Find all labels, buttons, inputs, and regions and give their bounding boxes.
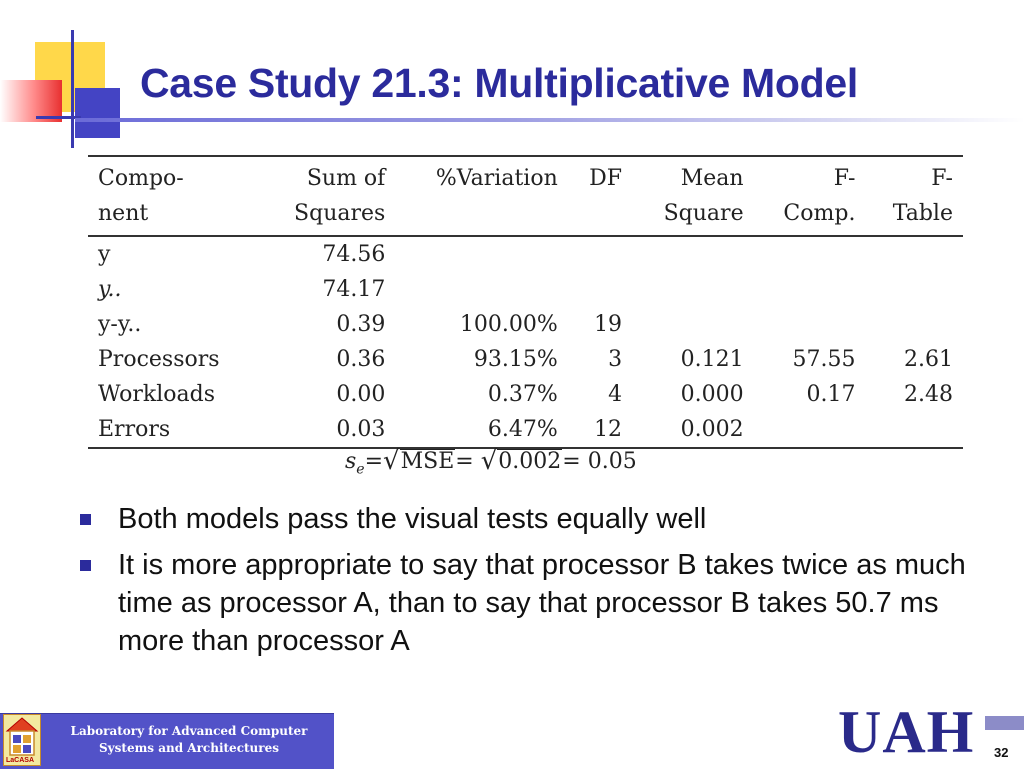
cell-variation xyxy=(395,236,567,272)
table-row: Workloads 0.00 0.37% 4 0.000 0.17 2.48 xyxy=(88,377,963,412)
standard-error-formula: se=√MSE= √0.002= 0.05 xyxy=(345,446,637,477)
cell-sum-of-squares: 0.39 xyxy=(336,312,386,337)
table-row: Processors 0.36 93.15% 3 0.121 57.55 2.6… xyxy=(88,342,963,377)
cell-f-table: 2.61 xyxy=(904,347,953,372)
cell-component: Errors xyxy=(88,412,261,449)
header-f-table-line2: Table xyxy=(865,196,963,237)
table-row: y-y.. 0.39 100.00% 19 xyxy=(88,307,963,342)
formula-equals-2: = xyxy=(455,449,481,474)
cell-sum-of-squares: 0.03 xyxy=(260,412,396,449)
cell-mean-square: 0.121 xyxy=(680,347,744,372)
bullet-square-icon xyxy=(80,514,91,525)
cell-df: 12 xyxy=(567,412,633,449)
page-number: 32 xyxy=(994,745,1009,760)
cell-component: y-y.. xyxy=(98,312,142,337)
formula-equals-1: = xyxy=(364,449,384,474)
cell-mean-square xyxy=(632,307,754,342)
cell-f-comp xyxy=(754,236,866,272)
sqrt-icon: √ xyxy=(480,446,498,476)
lacasa-logo-icon xyxy=(3,714,41,766)
table-header-row: Compo- Sum of %Variation DF Mean F- F- xyxy=(88,155,963,196)
cell-f-comp xyxy=(754,272,866,307)
header-component-line2: nent xyxy=(88,196,261,237)
title-underline xyxy=(75,118,1024,122)
table-row: y.. 74.17 xyxy=(88,272,963,307)
cell-variation xyxy=(395,272,567,307)
lab-name-line2: Systems and Architectures xyxy=(99,741,279,755)
uah-logo: UAH xyxy=(838,699,975,765)
cell-variation: 100.00% xyxy=(459,312,558,337)
cell-component: y xyxy=(98,242,111,267)
cell-df: 3 xyxy=(608,347,623,372)
decor-red-square xyxy=(0,80,62,122)
formula-s: s xyxy=(345,449,357,474)
cell-df xyxy=(568,236,632,272)
cell-component: Workloads xyxy=(98,382,215,407)
formula-result: = 0.05 xyxy=(562,449,637,474)
slide-title: Case Study 21.3: Multiplicative Model xyxy=(140,60,858,106)
anova-table: Compo- Sum of %Variation DF Mean F- F- n… xyxy=(88,155,963,449)
lab-name-line1: Laboratory for Advanced Computer xyxy=(70,724,308,738)
bullet-item: It is more appropriate to say that proce… xyxy=(80,546,980,660)
cell-mean-square: 0.002 xyxy=(632,412,754,449)
cell-f-comp xyxy=(754,307,866,342)
cell-df: 19 xyxy=(594,312,623,337)
header-df: DF xyxy=(567,155,633,196)
cell-f-table xyxy=(865,236,963,272)
header-mean-square-line2: Square xyxy=(632,196,754,237)
header-component: Compo- xyxy=(88,155,261,196)
cell-variation: 6.47% xyxy=(395,412,568,449)
cell-f-table xyxy=(865,412,963,449)
footer-lab-banner xyxy=(0,713,334,769)
decor-horizontal-line xyxy=(36,116,81,119)
header-f-table: F- xyxy=(865,155,963,196)
table-row: y 74.56 xyxy=(88,236,963,272)
cell-variation: 0.37% xyxy=(487,382,558,407)
cell-variation: 93.15% xyxy=(473,347,558,372)
header-variation-line2 xyxy=(395,196,568,237)
cell-sum-of-squares: 74.17 xyxy=(322,277,386,302)
header-mean-square: Mean xyxy=(632,155,754,196)
formula-mse: MSE xyxy=(399,449,456,474)
bullet-item: Both models pass the visual tests equall… xyxy=(80,500,980,538)
bullet-square-icon xyxy=(80,560,91,571)
sqrt-icon: √ xyxy=(383,446,400,476)
cell-sum-of-squares: 74.56 xyxy=(322,242,386,267)
cell-df xyxy=(568,272,632,307)
cell-component: Processors xyxy=(98,347,220,372)
cell-mean-square xyxy=(632,272,754,307)
uah-decor-bar xyxy=(985,716,1024,730)
cell-f-table xyxy=(865,272,963,307)
decor-vertical-line xyxy=(71,30,74,148)
header-sum-of-squares-line2: Squares xyxy=(260,196,396,237)
header-sum-of-squares: Sum of xyxy=(260,155,396,196)
header-f-comp-line2: Comp. xyxy=(753,196,866,237)
header-df-line2 xyxy=(567,196,633,237)
lab-name: Laboratory for Advanced Computer Systems… xyxy=(44,723,334,757)
cell-f-table: 2.48 xyxy=(904,382,953,407)
bullet-text: Both models pass the visual tests equall… xyxy=(118,503,707,535)
cell-df: 4 xyxy=(608,382,623,407)
cell-f-comp: 57.55 xyxy=(792,347,856,372)
cell-sum-of-squares: 0.00 xyxy=(336,382,386,407)
lacasa-house-icon xyxy=(5,717,39,756)
header-f-comp: F- xyxy=(753,155,866,196)
cell-f-comp: 0.17 xyxy=(806,382,856,407)
formula-value: 0.002 xyxy=(497,449,563,474)
cell-component: y.. xyxy=(98,277,122,302)
bullet-text: It is more appropriate to say that proce… xyxy=(118,549,966,657)
table-row: Errors 0.03 6.47% 12 0.002 xyxy=(88,412,963,449)
bullet-list: Both models pass the visual tests equall… xyxy=(80,500,980,668)
table-header-row: nent Squares Square Comp. Table xyxy=(88,196,963,237)
cell-mean-square: 0.000 xyxy=(680,382,744,407)
formula-subscript-e: e xyxy=(356,461,365,478)
header-variation: %Variation xyxy=(395,155,568,196)
cell-mean-square xyxy=(632,236,754,272)
cell-f-comp xyxy=(753,412,866,449)
decor-blue-square xyxy=(75,88,120,138)
cell-sum-of-squares: 0.36 xyxy=(336,347,386,372)
logo-label: LaCASA xyxy=(6,757,35,764)
cell-f-table xyxy=(865,307,963,342)
